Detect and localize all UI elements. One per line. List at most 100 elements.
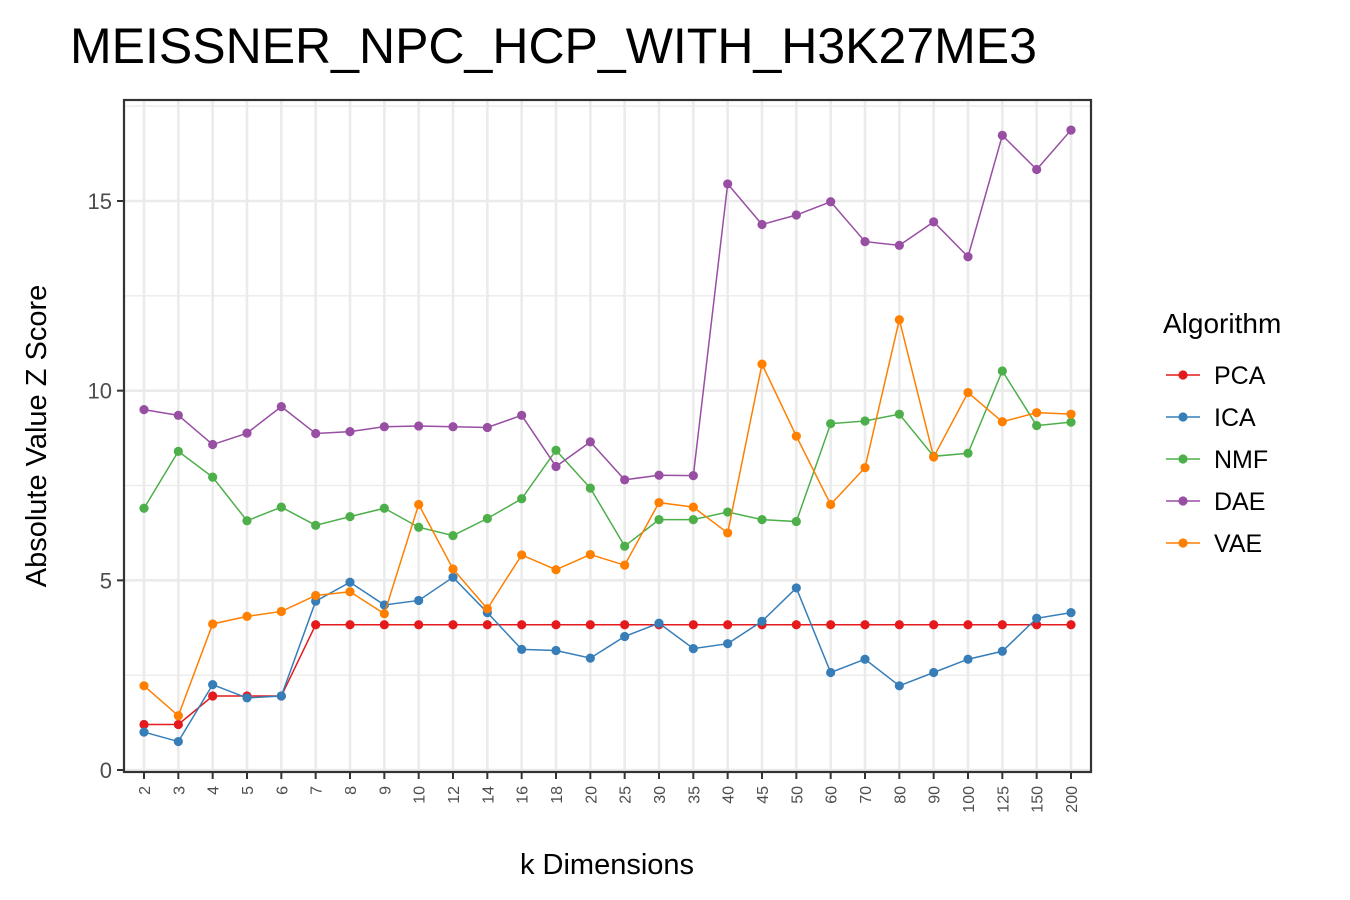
data-point: [173, 736, 183, 747]
data-point: [414, 421, 424, 431]
x-tick-label: 60: [824, 786, 841, 804]
data-point: [551, 620, 561, 630]
data-point: [1032, 620, 1042, 630]
data-point: [997, 417, 1007, 427]
data-point: [414, 620, 424, 630]
data-point: [929, 620, 939, 630]
data-point: [620, 631, 630, 642]
data-point: [414, 595, 424, 606]
x-tick-label: 80: [892, 786, 909, 804]
data-point: [688, 644, 698, 654]
data-point: [311, 590, 321, 601]
x-tick-label: 50: [789, 786, 806, 804]
data-point: [791, 516, 801, 527]
data-point: [276, 691, 286, 701]
plot-border: [122, 98, 1093, 774]
data-point: [654, 515, 664, 525]
x-tick-label: 16: [515, 786, 532, 804]
x-tick-label: 7: [309, 786, 326, 795]
x-tick-label: 12: [446, 786, 463, 804]
legend-label: VAE: [1214, 530, 1262, 558]
legend-label: PCA: [1214, 362, 1266, 390]
data-point: [139, 719, 149, 730]
x-tick-label: 125: [995, 786, 1012, 813]
data-point: [1032, 164, 1042, 175]
data-point: [448, 564, 458, 574]
data-point: [723, 179, 733, 189]
data-point: [311, 520, 321, 530]
data-point: [723, 528, 733, 538]
x-tick-label: 45: [755, 786, 772, 804]
y-tick-label: 10: [88, 379, 112, 404]
legend-key-point: [1178, 454, 1188, 464]
data-point: [620, 475, 630, 485]
x-tick-label: 10: [412, 786, 429, 804]
data-point: [448, 620, 458, 630]
data-point: [276, 606, 286, 617]
data-point: [173, 446, 183, 456]
data-point: [448, 530, 458, 541]
data-point: [929, 452, 939, 462]
data-point: [208, 472, 218, 482]
data-point: [894, 240, 904, 250]
series-line: [143, 319, 1072, 718]
data-point: [139, 727, 149, 737]
x-tick-label: 90: [927, 786, 944, 804]
x-tick-label: 2: [137, 786, 154, 795]
legend-key-point: [1178, 370, 1188, 380]
data-point: [1066, 620, 1076, 630]
data-point: [242, 611, 252, 621]
data-point: [379, 609, 389, 619]
data-point: [963, 654, 973, 664]
data-point: [276, 502, 286, 512]
data-point: [585, 549, 595, 560]
data-point: [688, 471, 698, 481]
data-point: [1032, 408, 1042, 418]
data-point: [345, 620, 355, 630]
legend-key-point: [1178, 538, 1188, 548]
x-tick-label: 9: [377, 786, 394, 795]
data-point: [757, 359, 767, 369]
chart-title: MEISSNER_NPC_HCP_WITH_H3K27ME3: [70, 18, 1037, 74]
data-point: [345, 577, 355, 587]
x-tick-label: 8: [343, 786, 360, 795]
plot-background: [124, 100, 1091, 772]
data-point: [1066, 125, 1076, 135]
data-point: [826, 197, 836, 207]
data-point: [963, 620, 973, 630]
data-point: [1032, 420, 1042, 431]
data-point: [242, 516, 252, 526]
data-point: [345, 587, 355, 597]
data-point: [757, 616, 767, 626]
data-point: [826, 667, 836, 678]
data-point: [517, 410, 527, 420]
data-point: [894, 409, 904, 419]
legend-label: ICA: [1214, 404, 1256, 432]
series-line: [143, 369, 1072, 548]
data-point: [208, 619, 218, 629]
data-point: [757, 515, 767, 525]
series-ica: [139, 572, 1076, 747]
x-tick-label: 4: [206, 786, 223, 795]
data-point: [723, 639, 733, 649]
legend-key-point: [1178, 412, 1188, 422]
data-point: [791, 431, 801, 441]
y-tick-label: 15: [88, 189, 112, 214]
data-point: [826, 620, 836, 630]
data-point: [997, 646, 1007, 656]
data-point: [894, 620, 904, 630]
legend-label: DAE: [1214, 488, 1265, 516]
data-point: [791, 620, 801, 630]
data-point: [654, 618, 664, 628]
legend-title: Algorithm: [1163, 308, 1281, 339]
data-point: [482, 513, 492, 524]
data-point: [208, 439, 218, 450]
data-point: [242, 428, 252, 438]
data-point: [620, 620, 630, 630]
data-point: [448, 422, 458, 432]
data-point: [723, 620, 733, 630]
data-point: [517, 620, 527, 630]
data-point: [860, 463, 870, 473]
data-point: [757, 219, 767, 230]
